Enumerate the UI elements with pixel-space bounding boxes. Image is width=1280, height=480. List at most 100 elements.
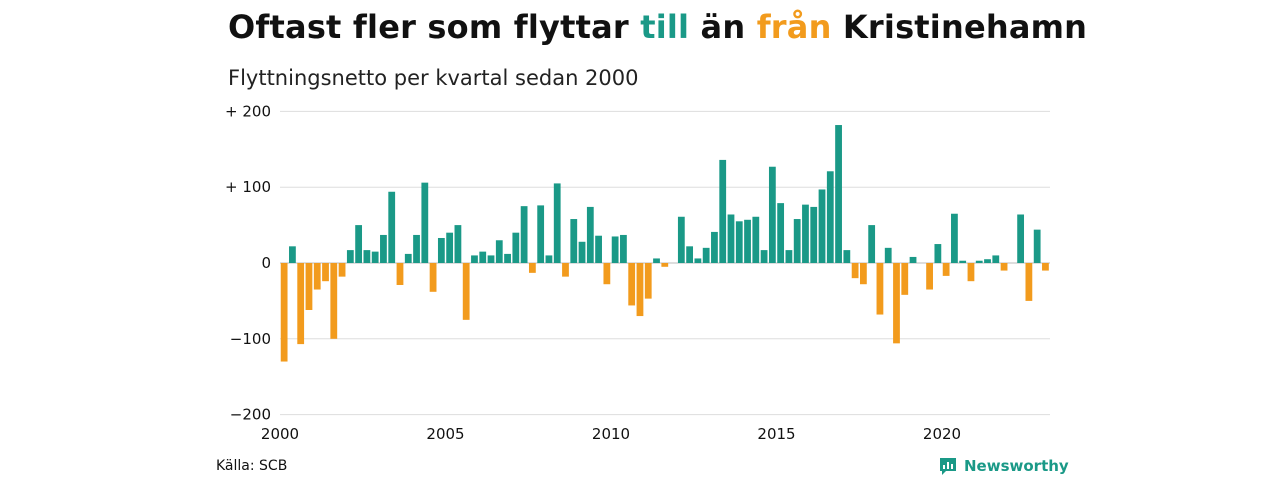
bar — [620, 234, 627, 263]
bar — [289, 246, 296, 263]
bar — [437, 237, 445, 263]
bar — [942, 263, 950, 276]
bar — [355, 225, 363, 263]
bar — [677, 216, 685, 263]
bar — [884, 247, 892, 263]
x-tick-label: 2015 — [757, 425, 795, 443]
bar — [280, 263, 288, 362]
bar — [785, 250, 793, 263]
bar — [446, 232, 454, 263]
bars — [280, 125, 1049, 362]
bar — [396, 263, 404, 285]
bar — [1025, 263, 1033, 301]
bar — [934, 244, 942, 263]
bar — [777, 203, 785, 263]
bar — [528, 263, 536, 273]
bar — [1017, 214, 1025, 263]
bar — [992, 255, 1000, 263]
bar — [512, 232, 520, 263]
bar — [893, 263, 900, 344]
bar — [951, 213, 958, 263]
bar — [851, 263, 859, 279]
bar — [371, 251, 379, 263]
bar — [1000, 263, 1008, 271]
bar — [636, 263, 644, 317]
chart-subtitle: Flyttningsnetto per kvartal sedan 2000 — [228, 66, 639, 90]
bar — [859, 263, 867, 285]
bar — [553, 183, 561, 263]
newsworthy-logo-icon — [940, 458, 956, 475]
bar — [479, 251, 487, 263]
bar — [586, 206, 594, 263]
source-note: Källa: SCB — [216, 458, 288, 474]
bar — [744, 219, 751, 263]
bar — [330, 263, 338, 339]
bar — [1033, 229, 1041, 263]
bar — [297, 263, 305, 345]
title-highlight-till: till — [640, 8, 690, 46]
bar — [810, 206, 818, 263]
bar — [520, 206, 528, 263]
bar — [628, 263, 636, 306]
chart-title: Oftast fler som flyttar till än från Kri… — [228, 8, 1087, 46]
bar — [802, 204, 809, 263]
bar — [694, 258, 702, 263]
bar — [967, 263, 975, 282]
bar — [562, 263, 569, 277]
bar — [644, 263, 652, 299]
y-tick-label: −200 — [230, 406, 271, 424]
bar — [380, 234, 387, 263]
y-axis-tick-labels: + 200 + 100 0 −100 −200 — [225, 102, 271, 423]
bar — [818, 189, 826, 263]
bar — [926, 263, 933, 290]
brand-name: Newsworthy — [964, 457, 1069, 475]
bar — [429, 263, 437, 292]
bar — [404, 253, 412, 263]
bar — [413, 234, 420, 263]
bar — [661, 263, 669, 267]
bar — [768, 166, 776, 263]
bar — [826, 171, 834, 263]
bar — [711, 231, 718, 263]
bar — [909, 256, 917, 263]
bar — [959, 260, 967, 263]
title-part-3: Kristinehamn — [831, 8, 1088, 46]
newsworthy-logo[interactable]: Newsworthy — [938, 456, 1069, 476]
bar — [421, 182, 429, 263]
bar — [462, 263, 470, 320]
bar — [984, 259, 991, 263]
bar — [305, 263, 313, 310]
bar — [843, 250, 851, 263]
x-tick-label: 2000 — [261, 425, 299, 443]
x-tick-label: 2010 — [592, 425, 630, 443]
bar — [595, 235, 602, 263]
x-tick-label: 2005 — [426, 425, 464, 443]
bar — [603, 263, 611, 285]
bar — [901, 263, 909, 295]
bar — [727, 214, 735, 263]
bar — [346, 250, 354, 263]
bar — [454, 225, 462, 263]
bar — [760, 250, 768, 263]
bar — [313, 263, 321, 290]
y-tick-label: 0 — [261, 254, 271, 272]
bar — [686, 246, 694, 263]
y-tick-label: + 200 — [225, 102, 271, 120]
bar — [835, 125, 842, 263]
bar — [338, 263, 346, 277]
bar — [578, 241, 586, 263]
x-axis-tick-labels: 2000 2005 2010 2015 2020 — [261, 425, 961, 443]
bar — [735, 221, 743, 263]
bar — [975, 260, 983, 263]
bar — [793, 219, 801, 263]
title-part-2: än — [689, 8, 757, 46]
bar — [752, 216, 760, 263]
bar — [537, 205, 545, 263]
bar — [487, 255, 495, 263]
bar — [388, 191, 396, 263]
bar — [719, 159, 727, 263]
bar — [495, 240, 503, 263]
bar — [471, 255, 478, 263]
bar — [611, 236, 619, 263]
